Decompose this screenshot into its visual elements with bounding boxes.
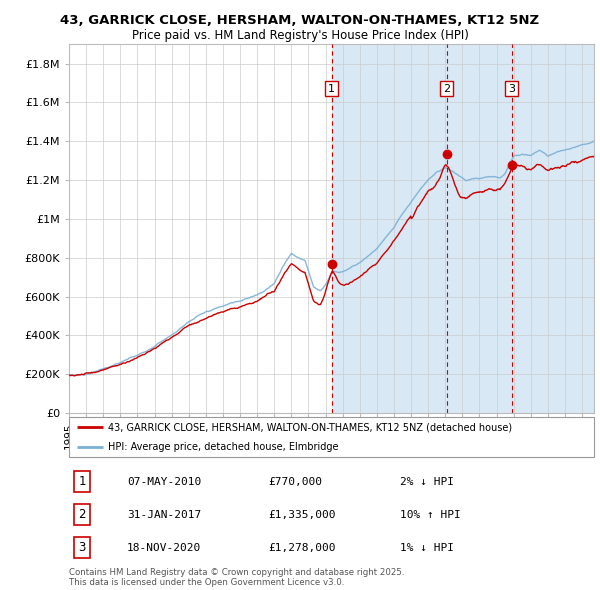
Text: 2: 2 xyxy=(443,84,450,93)
Text: Price paid vs. HM Land Registry's House Price Index (HPI): Price paid vs. HM Land Registry's House … xyxy=(131,29,469,42)
Text: 2% ↓ HPI: 2% ↓ HPI xyxy=(400,477,454,487)
Text: 43, GARRICK CLOSE, HERSHAM, WALTON-ON-THAMES, KT12 5NZ: 43, GARRICK CLOSE, HERSHAM, WALTON-ON-TH… xyxy=(61,14,539,27)
Text: 3: 3 xyxy=(508,84,515,93)
Text: £1,335,000: £1,335,000 xyxy=(269,510,336,520)
Text: HPI: Average price, detached house, Elmbridge: HPI: Average price, detached house, Elmb… xyxy=(109,442,339,452)
Text: 1: 1 xyxy=(79,475,86,489)
Text: £770,000: £770,000 xyxy=(269,477,323,487)
Text: 07-MAY-2010: 07-MAY-2010 xyxy=(127,477,201,487)
Text: 2: 2 xyxy=(79,508,86,522)
Text: 31-JAN-2017: 31-JAN-2017 xyxy=(127,510,201,520)
Text: 1% ↓ HPI: 1% ↓ HPI xyxy=(400,543,454,553)
Text: 1: 1 xyxy=(328,84,335,93)
FancyBboxPatch shape xyxy=(69,417,594,457)
Text: £1,278,000: £1,278,000 xyxy=(269,543,336,553)
Text: 18-NOV-2020: 18-NOV-2020 xyxy=(127,543,201,553)
Text: 43, GARRICK CLOSE, HERSHAM, WALTON-ON-THAMES, KT12 5NZ (detached house): 43, GARRICK CLOSE, HERSHAM, WALTON-ON-TH… xyxy=(109,422,512,432)
Text: 3: 3 xyxy=(79,541,86,555)
Bar xyxy=(332,44,600,413)
Text: Contains HM Land Registry data © Crown copyright and database right 2025.
This d: Contains HM Land Registry data © Crown c… xyxy=(69,568,404,587)
Text: 10% ↑ HPI: 10% ↑ HPI xyxy=(400,510,461,520)
